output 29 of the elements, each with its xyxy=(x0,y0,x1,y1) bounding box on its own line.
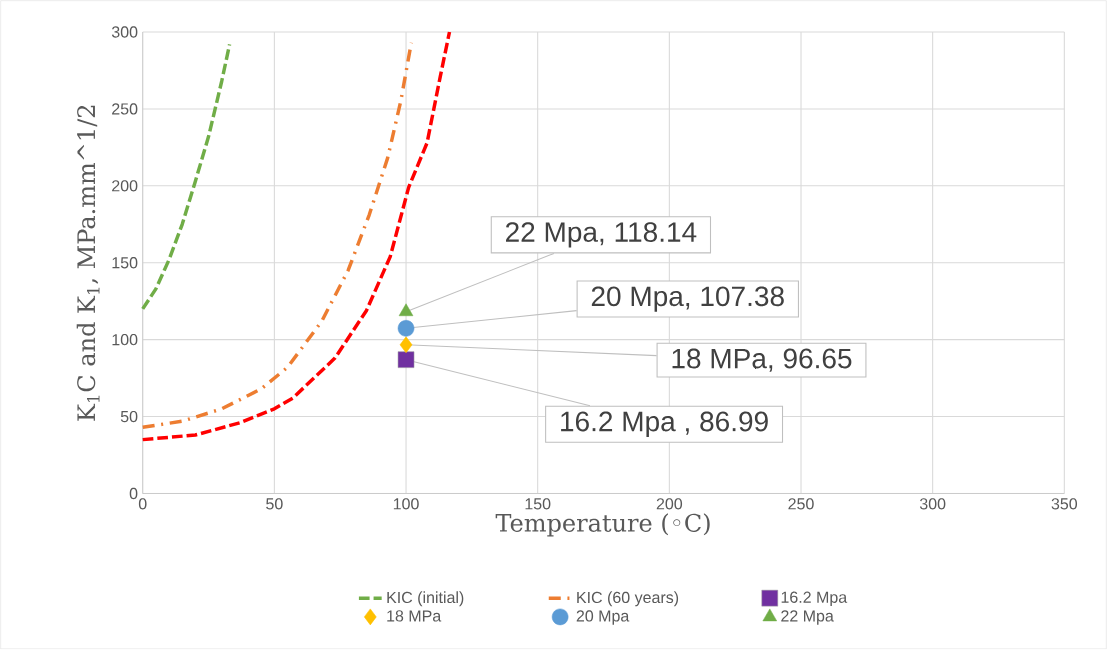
y-tick-label: 100 xyxy=(112,334,138,346)
y-tick-label: 250 xyxy=(112,103,138,115)
x-tick-label: 0 xyxy=(138,498,147,510)
x-tick-label: 100 xyxy=(393,498,419,510)
data-label: 22 Mpa, 118.14 xyxy=(506,222,697,248)
x-tick-label: 300 xyxy=(919,498,946,510)
y-tick-label: 0 xyxy=(129,488,138,500)
legend-label: 22 Mpa xyxy=(781,610,834,626)
legend-label: KIC (initial) xyxy=(387,591,464,607)
line-series xyxy=(140,42,232,311)
legend-label: 18 MPa xyxy=(387,610,442,622)
line-series xyxy=(140,30,452,442)
x-axis-title: Temperature (◦C) xyxy=(495,513,710,537)
x-tick-label: 350 xyxy=(1051,498,1078,510)
x-tick-label: 200 xyxy=(656,498,683,510)
legend-label: KIC (60 years) xyxy=(577,591,679,607)
legend-label: 16.2 Mpa xyxy=(781,591,848,607)
data-label: 18 MPa, 96.65 xyxy=(672,348,852,372)
data-label: 16.2 Mpa , 86.99 xyxy=(561,411,768,438)
legend-label: 20 Mpa xyxy=(576,610,630,626)
y-tick-label: 300 xyxy=(111,26,138,38)
x-tick-label: 50 xyxy=(266,498,283,510)
data-label: 20 Mpa, 107.38 xyxy=(591,286,784,312)
y-axis-title: K$_{1}$C and K$_{1}$, MPa.mm^1/2 xyxy=(76,106,100,421)
x-tick-label: 250 xyxy=(788,498,814,510)
y-tick-label: 200 xyxy=(112,180,138,192)
y-tick-label: 150 xyxy=(112,257,138,269)
x-tick-label: 150 xyxy=(525,498,551,510)
y-tick-label: 50 xyxy=(120,411,138,423)
